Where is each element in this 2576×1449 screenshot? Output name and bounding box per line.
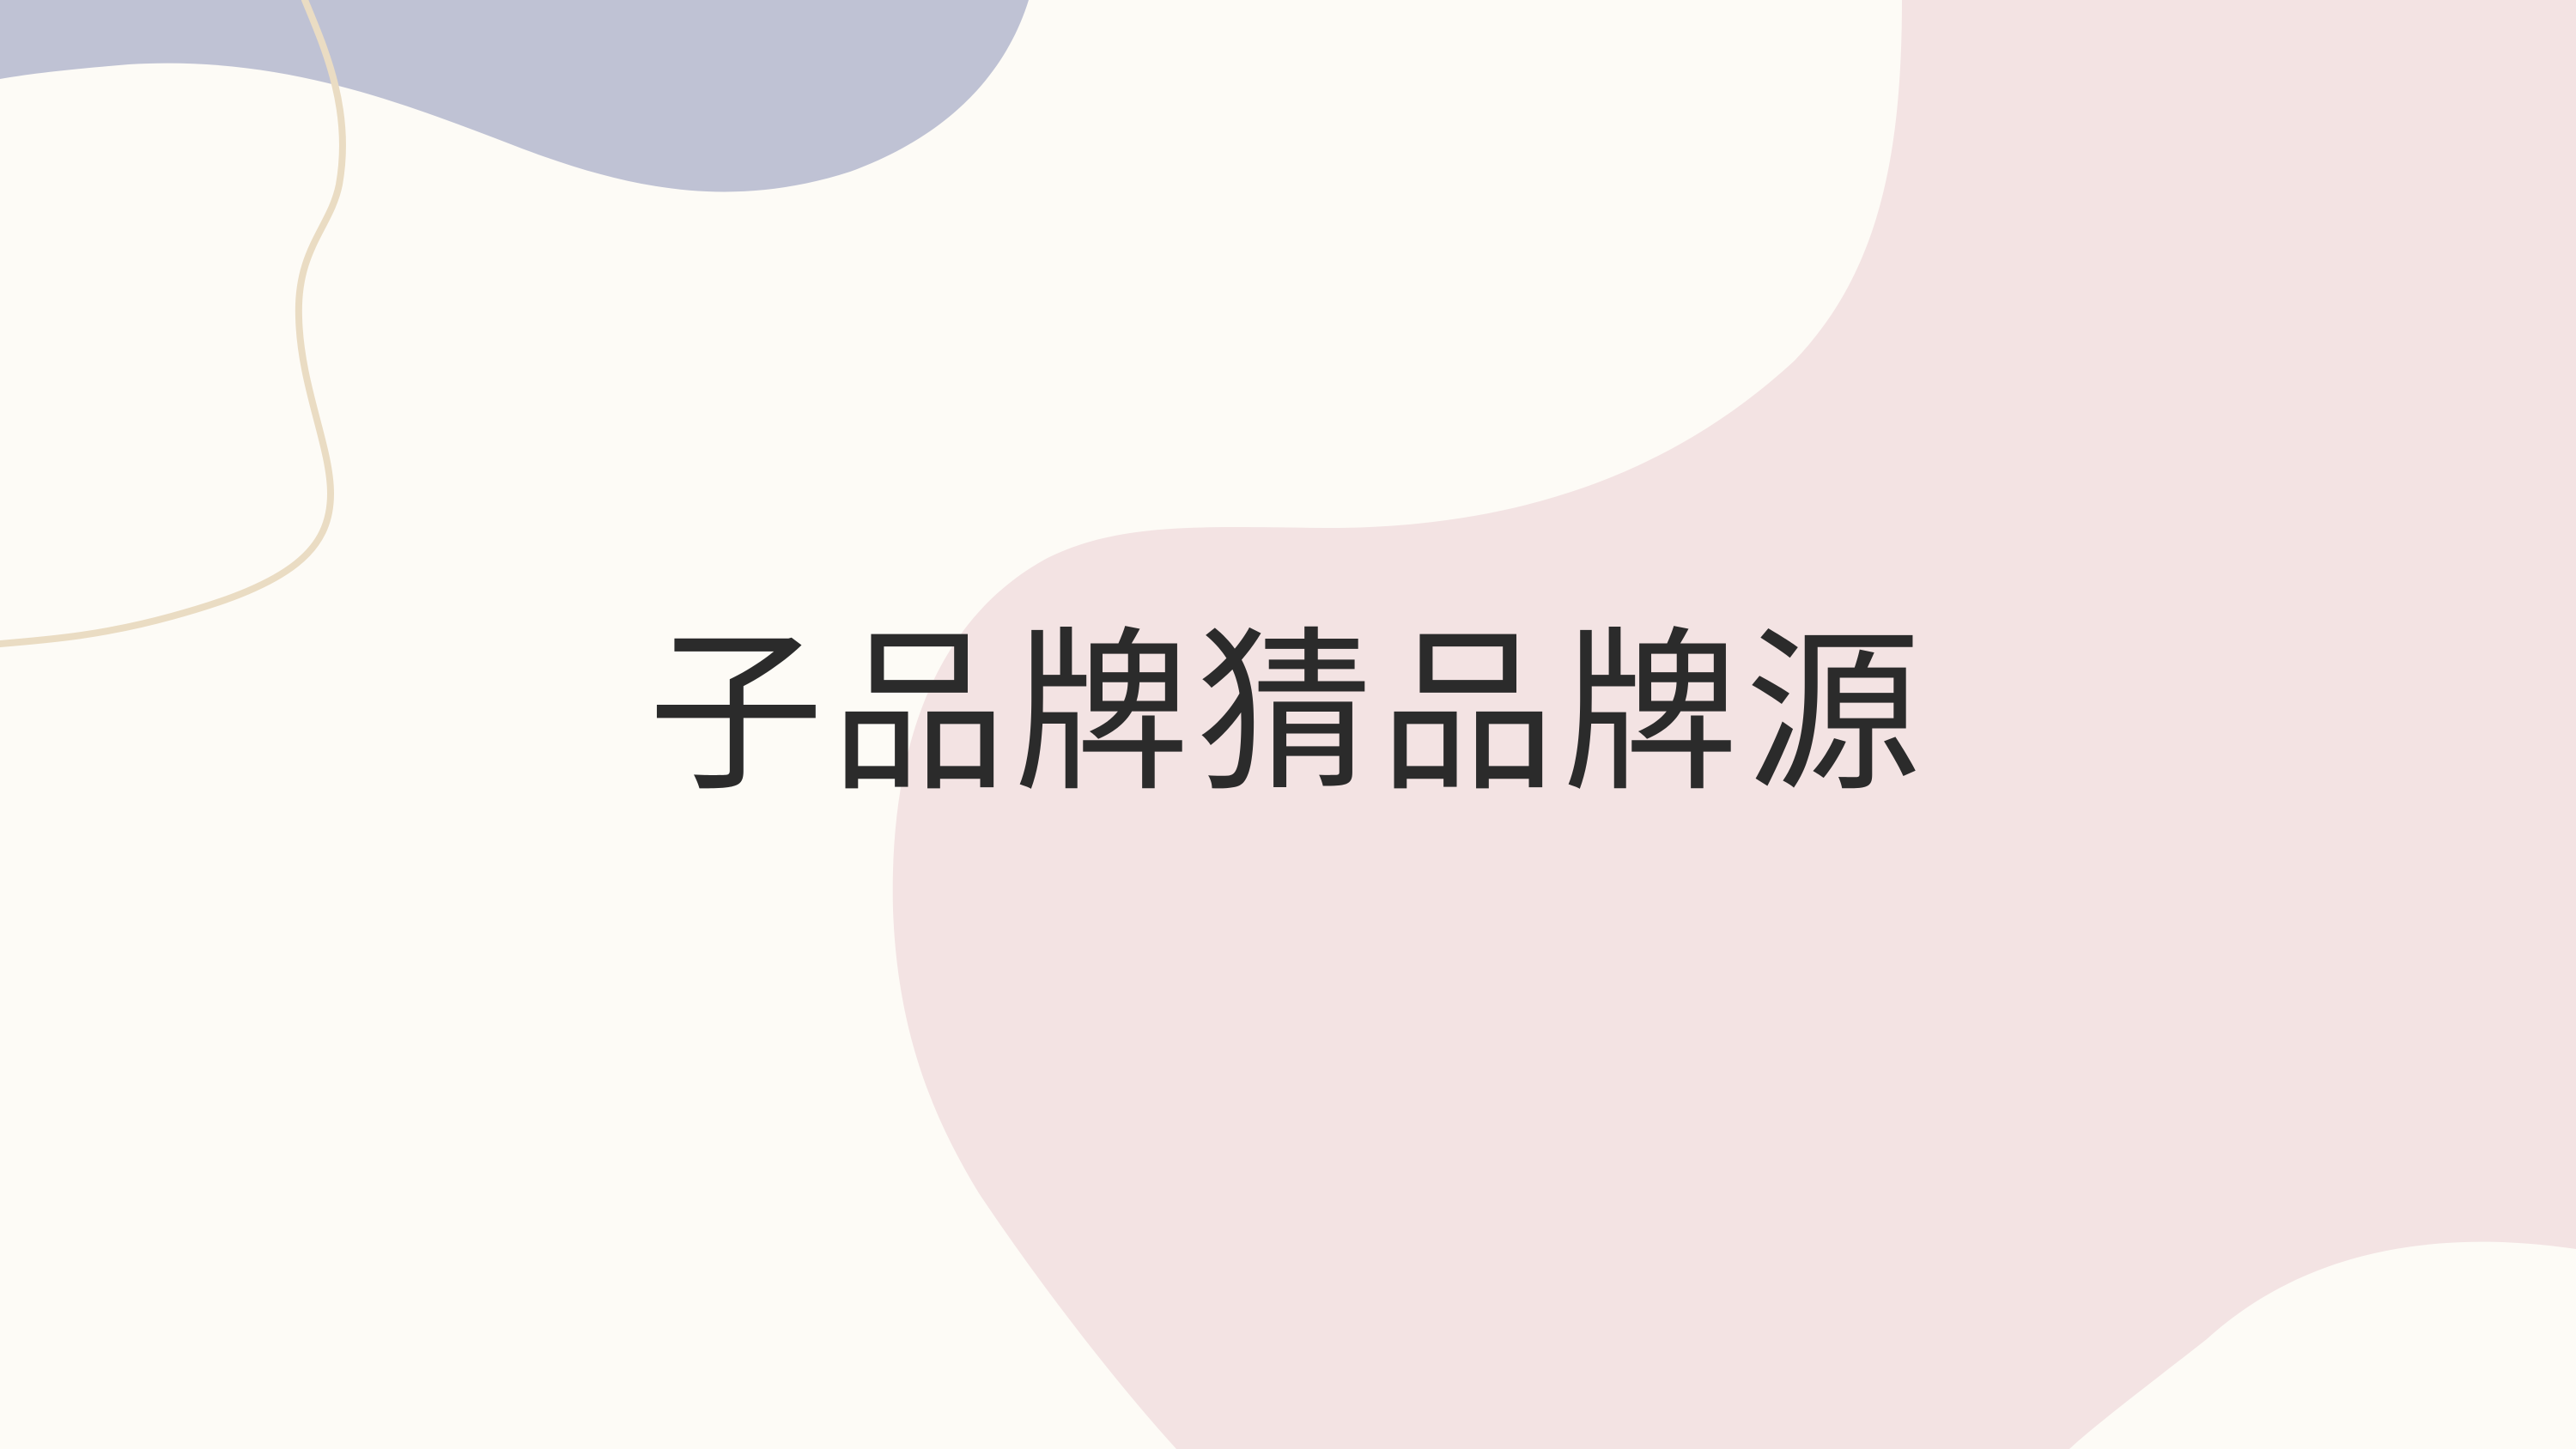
slide-title: 子品牌猜品牌源: [647, 612, 1929, 816]
pink-blob-shape: [892, 0, 2576, 1449]
blue-blob-shape: [0, 0, 1029, 192]
tan-wavy-line: [0, 0, 347, 647]
